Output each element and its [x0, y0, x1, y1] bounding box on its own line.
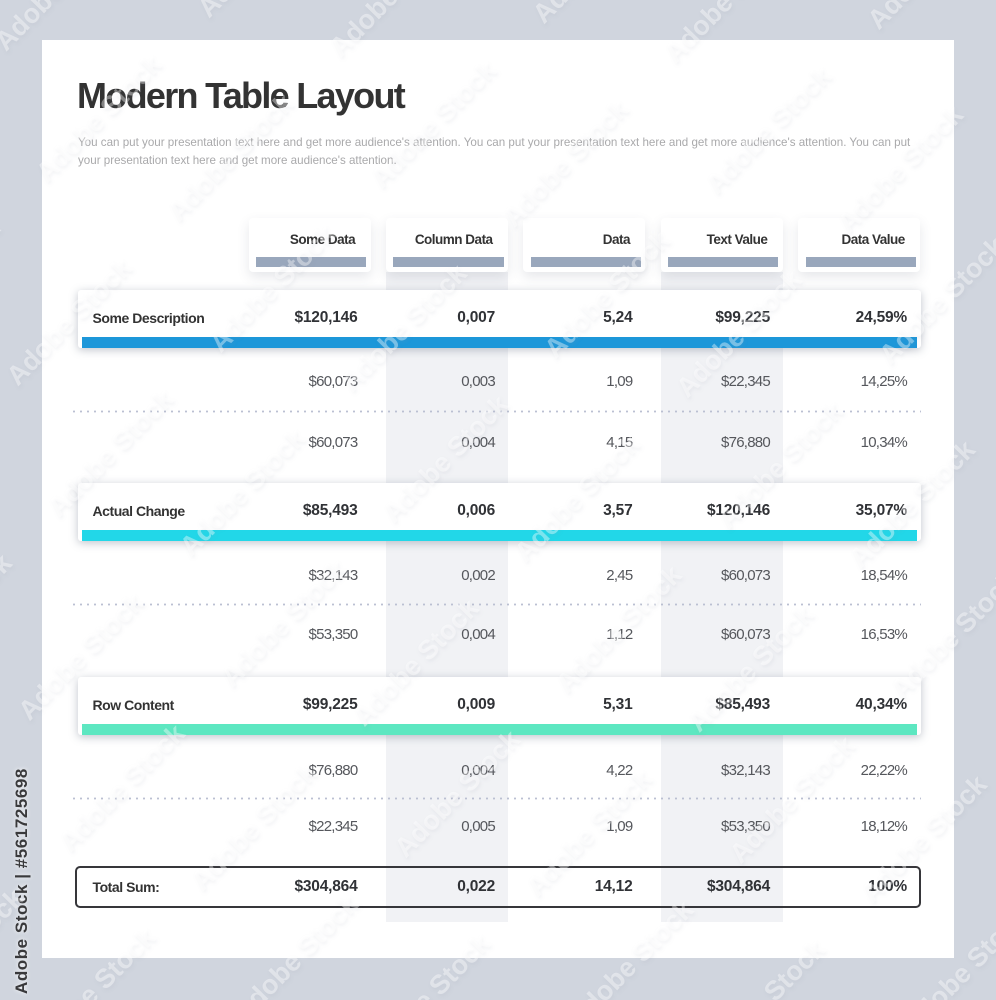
svg-text:Adobe Stock: Adobe Stock — [192, 0, 330, 23]
svg-text:Adobe Stock: Adobe Stock — [0, 212, 7, 351]
svg-text:Adobe Stock: Adobe Stock — [862, 0, 996, 35]
svg-text:Adobe Stock: Adobe Stock — [527, 0, 665, 29]
svg-text:Adobe Stock: Adobe Stock — [0, 547, 18, 686]
